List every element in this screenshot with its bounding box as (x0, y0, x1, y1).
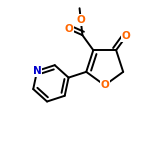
Text: O: O (64, 24, 73, 34)
Text: N: N (33, 66, 41, 76)
Text: O: O (122, 31, 130, 41)
Text: O: O (76, 15, 85, 25)
Text: O: O (100, 80, 109, 90)
